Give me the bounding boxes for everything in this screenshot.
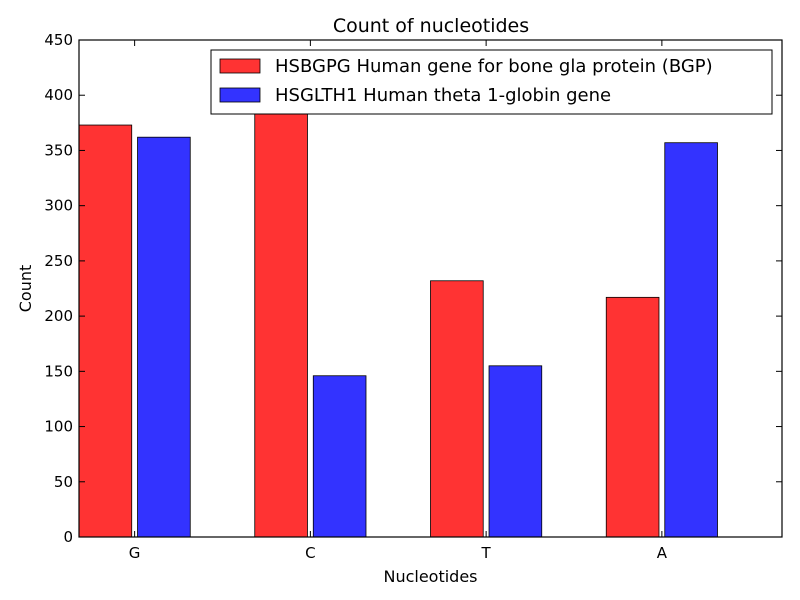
y-tick-label: 300 [44,197,73,215]
bars-layer [78,112,718,538]
y-tick-label: 0 [63,528,73,546]
bar-g-series-1 [78,124,133,538]
x-axis-title: Nucleotides [383,567,477,586]
bar-t-series-1 [430,280,484,538]
legend-label-series-2: HSGLTH1 Human theta 1-globin gene [275,85,611,106]
y-axis-ticks: 0 50 100 150 200 250 300 350 400 450 [44,31,782,546]
legend-box [210,49,773,115]
y-tick-label: 250 [44,252,73,270]
y-tick-label: 350 [44,141,73,159]
bar-a-series-1 [605,296,660,538]
y-tick-label: 150 [44,362,73,380]
y-tick-label: 450 [44,31,73,49]
bar-c-series-2 [312,375,367,538]
legend: HSBGPG Human gene for bone gla protein (… [210,49,773,115]
legend-label-series-1: HSBGPG Human gene for bone gla protein (… [275,56,713,77]
x-tick-label-t: T [481,544,492,562]
plot-frame [78,39,783,538]
x-tick-label-c: C [305,544,315,562]
y-tick-label: 200 [44,307,73,325]
y-axis-title: Count [16,265,35,313]
y-tick-label: 400 [44,86,73,104]
chart-title: Count of nucleotides [333,15,529,37]
bar-g-series-2 [137,136,191,538]
x-tick-label-a: A [657,544,668,562]
y-tick-label: 100 [44,418,73,436]
legend-swatch-series-1 [219,58,261,74]
legend-swatch-series-2 [219,87,261,103]
bar-a-series-2 [664,142,718,538]
y-tick-label: 50 [54,473,73,491]
bar-c-series-1 [254,112,308,538]
x-tick-label-g: G [129,544,141,562]
bar-t-series-2 [488,365,543,538]
